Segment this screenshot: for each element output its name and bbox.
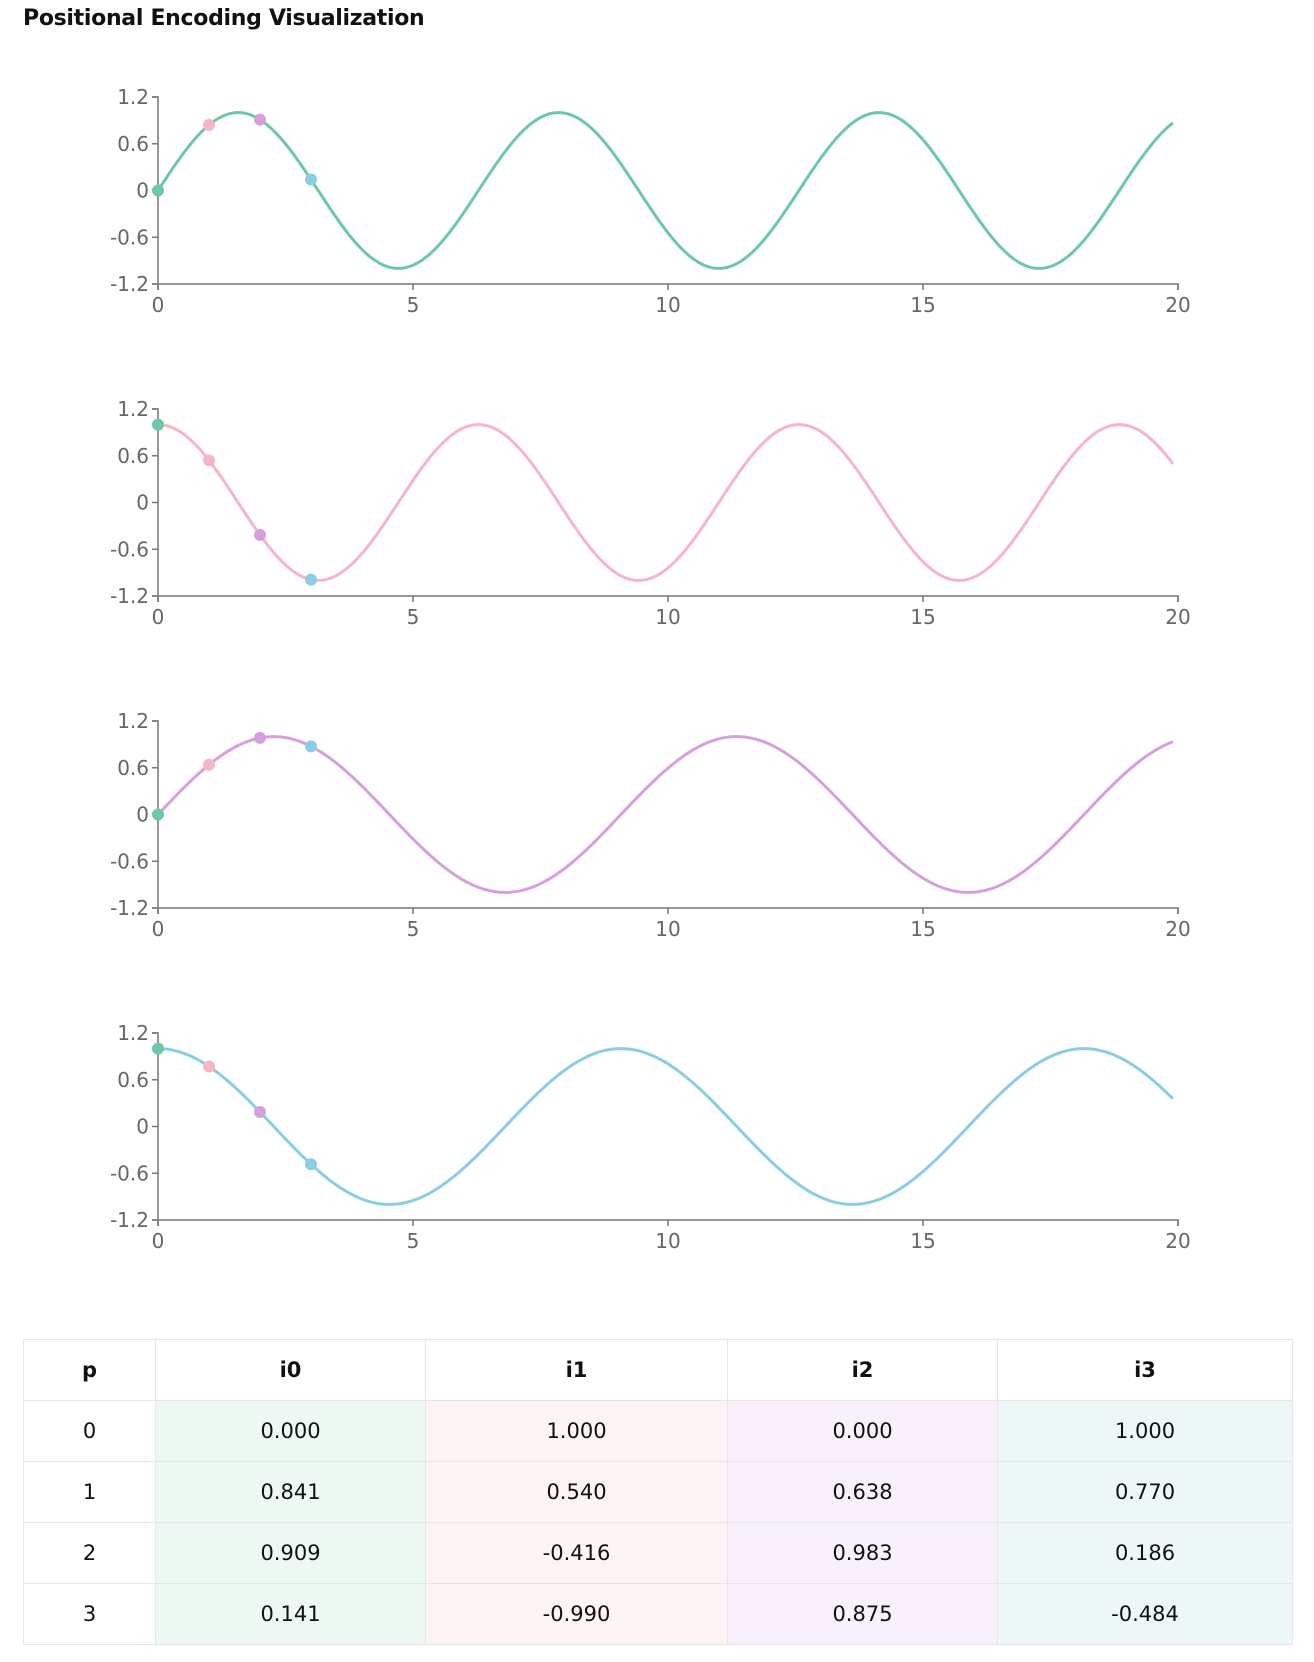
y-tick-label: -1.2 xyxy=(110,1208,149,1232)
data-point-p2 xyxy=(254,528,266,541)
table-cell-i2: 0.638 xyxy=(727,1461,998,1523)
x-tick-label: 20 xyxy=(1165,293,1190,317)
y-tick-label: 0.6 xyxy=(117,756,149,780)
table-cell-p: 0 xyxy=(23,1400,156,1462)
table-cell-i3: 1.000 xyxy=(997,1400,1293,1462)
table-cell-p: 1 xyxy=(23,1461,156,1523)
x-tick-label: 5 xyxy=(407,917,420,941)
y-tick-label: 0 xyxy=(136,179,149,203)
data-point-p0 xyxy=(152,1042,164,1055)
table-cell-i0: 0.841 xyxy=(155,1461,426,1523)
data-point-p3 xyxy=(305,740,317,753)
table-cell-i2: 0.875 xyxy=(727,1583,998,1645)
x-tick-label: 5 xyxy=(407,1229,420,1253)
data-point-p1 xyxy=(203,454,215,467)
table-row: 2 0.909 -0.416 0.983 0.186 xyxy=(23,1522,1293,1584)
series-line xyxy=(156,735,1174,894)
table-cell-i2: 0.000 xyxy=(727,1400,998,1462)
x-tick-label: 15 xyxy=(910,1229,935,1253)
header-i1: i1 xyxy=(425,1339,728,1401)
y-tick-label: -1.2 xyxy=(110,272,149,296)
header-i3: i3 xyxy=(997,1339,1293,1401)
table-row: 1 0.841 0.540 0.638 0.770 xyxy=(23,1461,1293,1523)
y-tick-label: -1.2 xyxy=(110,584,149,608)
y-tick-label: 0 xyxy=(136,803,149,827)
charts-area: 1.20.60-0.6-1.20 5 10 15 201.20.60-0.6-1.20 5… xyxy=(110,85,1191,1253)
table-cell-i3: -0.484 xyxy=(997,1583,1293,1645)
y-tick-label: -0.6 xyxy=(110,1161,149,1185)
table-cell-i1: -0.416 xyxy=(425,1522,728,1584)
data-point-p3 xyxy=(305,173,317,186)
data-point-p2 xyxy=(254,113,266,126)
y-tick-label: 0 xyxy=(136,1115,149,1139)
header-i0: i0 xyxy=(155,1339,426,1401)
y-tick-label: 0.6 xyxy=(117,132,149,156)
y-tick-label: 1.2 xyxy=(117,85,149,109)
table-cell-i1: 1.000 xyxy=(425,1400,728,1462)
data-point-p0 xyxy=(152,184,164,197)
y-tick-label: 1.2 xyxy=(117,397,149,421)
x-tick-label: 15 xyxy=(910,293,935,317)
header-p: p xyxy=(23,1339,156,1401)
table-row: 0 0.000 1.000 0.000 1.000 xyxy=(23,1400,1293,1462)
x-tick-label: 0 xyxy=(152,1229,165,1253)
table-cell-p: 3 xyxy=(23,1583,156,1645)
y-tick-label: -0.6 xyxy=(110,537,149,561)
y-tick-label: -0.6 xyxy=(110,849,149,873)
data-point-p2 xyxy=(254,731,266,744)
series-line xyxy=(157,423,1175,582)
table-cell-i1: 0.540 xyxy=(425,1461,728,1523)
y-tick-label: -0.6 xyxy=(110,225,149,249)
table-cell-i0: 0.909 xyxy=(155,1522,426,1584)
table-cell-i0: 0.000 xyxy=(155,1400,426,1462)
x-tick-label: 0 xyxy=(152,605,165,629)
y-tick-label: 1.2 xyxy=(117,709,149,733)
table-cell-i1: -0.990 xyxy=(425,1583,728,1645)
x-tick-label: 20 xyxy=(1165,605,1190,629)
header-i2: i2 xyxy=(727,1339,998,1401)
x-tick-label: 15 xyxy=(910,605,935,629)
encoding-table: p i0 i1 i2 i3 0 0.000 1.000 0.000 1.000 1 0.84… xyxy=(23,1339,1293,1645)
series-line xyxy=(158,1047,1174,1206)
y-tick-label: 1.2 xyxy=(117,1021,149,1045)
y-tick-label: 0.6 xyxy=(117,444,149,468)
x-tick-label: 10 xyxy=(655,1229,680,1253)
table-row: 3 0.141 -0.990 0.875 -0.484 xyxy=(23,1583,1293,1645)
table-cell-i3: 0.186 xyxy=(997,1522,1293,1584)
page-title: Positional Encoding Visualization xyxy=(23,6,425,31)
data-point-p0 xyxy=(152,808,164,821)
y-tick-label: 0 xyxy=(136,491,149,515)
data-point-p0 xyxy=(152,418,164,431)
y-tick-label: -1.2 xyxy=(110,896,149,920)
x-tick-label: 5 xyxy=(407,605,420,629)
x-tick-label: 20 xyxy=(1165,917,1190,941)
table-cell-p: 2 xyxy=(23,1522,156,1584)
data-point-p3 xyxy=(305,573,317,586)
x-tick-label: 0 xyxy=(152,917,165,941)
x-tick-label: 10 xyxy=(655,917,680,941)
series-line xyxy=(156,111,1174,270)
data-point-p3 xyxy=(305,1158,317,1171)
data-point-p2 xyxy=(254,1106,266,1119)
table-cell-i0: 0.141 xyxy=(155,1583,426,1645)
x-tick-label: 10 xyxy=(655,293,680,317)
x-tick-label: 0 xyxy=(152,293,165,317)
y-tick-label: 0.6 xyxy=(117,1068,149,1092)
x-tick-label: 5 xyxy=(407,293,420,317)
table-cell-i3: 0.770 xyxy=(997,1461,1293,1523)
x-tick-label: 20 xyxy=(1165,1229,1190,1253)
data-point-p1 xyxy=(203,758,215,771)
x-tick-label: 15 xyxy=(910,917,935,941)
data-point-p1 xyxy=(203,1060,215,1073)
x-tick-label: 10 xyxy=(655,605,680,629)
data-point-p1 xyxy=(203,118,215,131)
table-cell-i2: 0.983 xyxy=(727,1522,998,1584)
table-header-row: p i0 i1 i2 i3 xyxy=(23,1339,1293,1401)
